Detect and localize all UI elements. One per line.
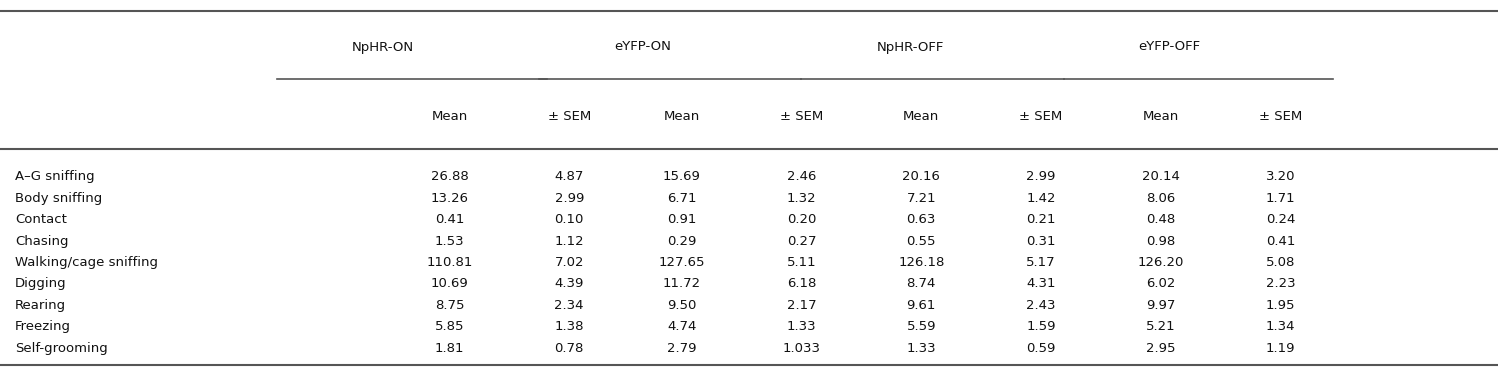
Text: ± SEM: ± SEM xyxy=(1020,110,1062,123)
Text: 4.39: 4.39 xyxy=(554,277,584,290)
Text: 4.31: 4.31 xyxy=(1026,277,1056,290)
Text: Self-grooming: Self-grooming xyxy=(15,342,108,355)
Text: 13.26: 13.26 xyxy=(430,192,469,205)
Text: 2.95: 2.95 xyxy=(1146,342,1176,355)
Text: 1.33: 1.33 xyxy=(786,320,816,333)
Text: 0.31: 0.31 xyxy=(1026,235,1056,247)
Text: 0.59: 0.59 xyxy=(1026,342,1056,355)
Text: 6.02: 6.02 xyxy=(1146,277,1176,290)
Text: 5.08: 5.08 xyxy=(1266,256,1296,269)
Text: 1.95: 1.95 xyxy=(1266,299,1296,312)
Text: 2.17: 2.17 xyxy=(786,299,816,312)
Text: 0.10: 0.10 xyxy=(554,213,584,226)
Text: 0.29: 0.29 xyxy=(667,235,697,247)
Text: 0.20: 0.20 xyxy=(786,213,816,226)
Text: 8.06: 8.06 xyxy=(1146,192,1176,205)
Text: Freezing: Freezing xyxy=(15,320,70,333)
Text: ± SEM: ± SEM xyxy=(1260,110,1302,123)
Text: 10.69: 10.69 xyxy=(430,277,469,290)
Text: Mean: Mean xyxy=(431,110,467,123)
Text: 126.18: 126.18 xyxy=(899,256,944,269)
Text: 8.74: 8.74 xyxy=(906,277,936,290)
Text: 20.14: 20.14 xyxy=(1141,170,1180,183)
Text: 15.69: 15.69 xyxy=(662,170,701,183)
Text: 5.17: 5.17 xyxy=(1026,256,1056,269)
Text: 1.81: 1.81 xyxy=(434,342,464,355)
Text: Body sniffing: Body sniffing xyxy=(15,192,102,205)
Text: 3.20: 3.20 xyxy=(1266,170,1296,183)
Text: 1.42: 1.42 xyxy=(1026,192,1056,205)
Text: 7.02: 7.02 xyxy=(554,256,584,269)
Text: Contact: Contact xyxy=(15,213,67,226)
Text: 4.74: 4.74 xyxy=(667,320,697,333)
Text: 0.48: 0.48 xyxy=(1146,213,1176,226)
Text: Digging: Digging xyxy=(15,277,66,290)
Text: NpHR-ON: NpHR-ON xyxy=(352,41,413,53)
Text: eYFP-ON: eYFP-ON xyxy=(614,41,671,53)
Text: 9.61: 9.61 xyxy=(906,299,936,312)
Text: 6.18: 6.18 xyxy=(786,277,816,290)
Text: 1.033: 1.033 xyxy=(782,342,821,355)
Text: 2.23: 2.23 xyxy=(1266,277,1296,290)
Text: ± SEM: ± SEM xyxy=(780,110,822,123)
Text: 20.16: 20.16 xyxy=(902,170,941,183)
Text: Rearing: Rearing xyxy=(15,299,66,312)
Text: 0.27: 0.27 xyxy=(786,235,816,247)
Text: eYFP-OFF: eYFP-OFF xyxy=(1138,41,1200,53)
Text: Walking/cage sniffing: Walking/cage sniffing xyxy=(15,256,157,269)
Text: 2.43: 2.43 xyxy=(1026,299,1056,312)
Text: Mean: Mean xyxy=(903,110,939,123)
Text: 0.21: 0.21 xyxy=(1026,213,1056,226)
Text: NpHR-OFF: NpHR-OFF xyxy=(876,41,944,53)
Text: 2.99: 2.99 xyxy=(1026,170,1056,183)
Text: 0.78: 0.78 xyxy=(554,342,584,355)
Text: 2.99: 2.99 xyxy=(554,192,584,205)
Text: Mean: Mean xyxy=(664,110,700,123)
Text: 1.19: 1.19 xyxy=(1266,342,1296,355)
Text: 1.12: 1.12 xyxy=(554,235,584,247)
Text: 4.87: 4.87 xyxy=(554,170,584,183)
Text: 1.59: 1.59 xyxy=(1026,320,1056,333)
Text: 6.71: 6.71 xyxy=(667,192,697,205)
Text: 1.33: 1.33 xyxy=(906,342,936,355)
Text: 1.71: 1.71 xyxy=(1266,192,1296,205)
Text: Mean: Mean xyxy=(1143,110,1179,123)
Text: 7.21: 7.21 xyxy=(906,192,936,205)
Text: 0.41: 0.41 xyxy=(434,213,464,226)
Text: ± SEM: ± SEM xyxy=(548,110,590,123)
Text: 1.32: 1.32 xyxy=(786,192,816,205)
Text: 0.41: 0.41 xyxy=(1266,235,1296,247)
Text: 2.46: 2.46 xyxy=(786,170,816,183)
Text: 5.11: 5.11 xyxy=(786,256,816,269)
Text: 0.63: 0.63 xyxy=(906,213,936,226)
Text: 0.55: 0.55 xyxy=(906,235,936,247)
Text: 126.20: 126.20 xyxy=(1138,256,1183,269)
Text: 5.21: 5.21 xyxy=(1146,320,1176,333)
Text: A–G sniffing: A–G sniffing xyxy=(15,170,94,183)
Text: 127.65: 127.65 xyxy=(658,256,706,269)
Text: 1.34: 1.34 xyxy=(1266,320,1296,333)
Text: 0.24: 0.24 xyxy=(1266,213,1296,226)
Text: 5.59: 5.59 xyxy=(906,320,936,333)
Text: 9.97: 9.97 xyxy=(1146,299,1176,312)
Text: 1.53: 1.53 xyxy=(434,235,464,247)
Text: 8.75: 8.75 xyxy=(434,299,464,312)
Text: 0.98: 0.98 xyxy=(1146,235,1176,247)
Text: 0.91: 0.91 xyxy=(667,213,697,226)
Text: 1.38: 1.38 xyxy=(554,320,584,333)
Text: 9.50: 9.50 xyxy=(667,299,697,312)
Text: 2.34: 2.34 xyxy=(554,299,584,312)
Text: 26.88: 26.88 xyxy=(430,170,469,183)
Text: Chasing: Chasing xyxy=(15,235,69,247)
Text: 2.79: 2.79 xyxy=(667,342,697,355)
Text: 110.81: 110.81 xyxy=(427,256,472,269)
Text: 5.85: 5.85 xyxy=(434,320,464,333)
Text: 11.72: 11.72 xyxy=(662,277,701,290)
